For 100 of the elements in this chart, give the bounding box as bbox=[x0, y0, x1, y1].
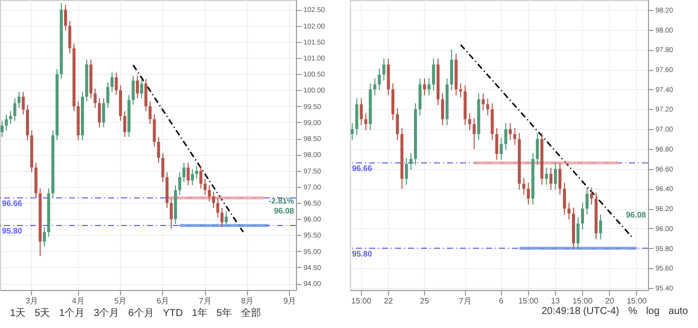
candlestick bbox=[182, 162, 186, 183]
candlestick bbox=[148, 101, 152, 125]
candlestick bbox=[599, 214, 602, 240]
candlestick bbox=[161, 152, 164, 183]
x-tick-label: 22 bbox=[384, 296, 394, 306]
candlestick bbox=[513, 128, 516, 146]
candlestick bbox=[98, 98, 101, 128]
x-tick-label: 15:00 bbox=[572, 296, 594, 306]
text: 6个月 bbox=[128, 307, 154, 320]
text: % bbox=[628, 306, 638, 317]
x-tick-label: 8月 bbox=[241, 296, 254, 306]
candlestick bbox=[482, 92, 485, 111]
candlestick bbox=[544, 167, 548, 186]
annotation: -2.81% bbox=[268, 196, 294, 206]
candlestick bbox=[562, 182, 566, 216]
candlestick bbox=[554, 162, 557, 190]
candlestick bbox=[42, 226, 46, 247]
candlestick bbox=[590, 187, 594, 206]
candlestick bbox=[123, 110, 126, 138]
candlestick bbox=[22, 91, 25, 115]
candlestick bbox=[190, 168, 194, 186]
ref-line-label: 95.80 bbox=[2, 226, 23, 236]
candlestick bbox=[486, 98, 490, 116]
candlestick bbox=[186, 162, 190, 186]
candlestick bbox=[157, 136, 160, 164]
candlestick bbox=[472, 118, 476, 150]
candlestick bbox=[581, 202, 584, 230]
candlestick bbox=[152, 114, 156, 148]
candlestick bbox=[409, 152, 412, 170]
text: 1年 bbox=[192, 307, 208, 320]
candlestick bbox=[68, 20, 72, 54]
candlestick bbox=[140, 78, 144, 99]
candlestick bbox=[144, 78, 148, 112]
candlestick bbox=[567, 202, 570, 220]
candlestick bbox=[178, 172, 182, 196]
x-tick-label: 4月 bbox=[72, 296, 84, 306]
candlestick bbox=[212, 191, 216, 208]
candlestick bbox=[576, 217, 580, 250]
x-tick-label: 6 bbox=[499, 296, 504, 306]
candlestick bbox=[208, 184, 211, 202]
candlestick bbox=[106, 82, 110, 108]
candlestick bbox=[199, 165, 202, 189]
candlestick bbox=[500, 138, 503, 160]
candlestick bbox=[102, 98, 106, 128]
candlestick bbox=[114, 72, 118, 96]
candlestick bbox=[132, 75, 135, 106]
text: 3个月 bbox=[94, 307, 120, 320]
x-tick-label: 7月 bbox=[198, 296, 212, 306]
candlestick bbox=[364, 112, 368, 131]
x-tick-label: 3月 bbox=[25, 296, 38, 306]
candlestick bbox=[382, 58, 386, 81]
candlestick bbox=[428, 78, 431, 96]
candlestick bbox=[404, 157, 408, 186]
ref-line-label: 96.66 bbox=[2, 198, 23, 208]
candlestick bbox=[378, 68, 381, 91]
candlestick bbox=[508, 122, 512, 141]
text: 5天 bbox=[34, 307, 50, 320]
x-tick-label: 15:00 bbox=[626, 296, 648, 306]
x-tick-label: 13 bbox=[550, 296, 560, 306]
candlestick bbox=[170, 198, 173, 230]
text: auto bbox=[668, 306, 688, 317]
candlestick bbox=[136, 75, 139, 99]
candlestick bbox=[18, 91, 21, 108]
x-tick-label: 7月 bbox=[458, 296, 472, 306]
x-tick-label: 25 bbox=[420, 296, 430, 306]
candlestick bbox=[373, 78, 376, 96]
candlestick bbox=[195, 165, 198, 180]
x-tick-label: 20 bbox=[605, 296, 615, 306]
candlestick bbox=[432, 58, 436, 91]
annotation: 96.08 bbox=[274, 206, 295, 216]
x-tick-label: 15:00 bbox=[518, 296, 539, 306]
x-tick-label: 9月 bbox=[283, 296, 296, 306]
candlestick bbox=[4, 114, 8, 131]
candlestick bbox=[586, 187, 589, 216]
x-tick-label: 6月 bbox=[156, 296, 170, 306]
text: YTD bbox=[162, 308, 183, 318]
candlestick bbox=[396, 108, 399, 141]
text: 20:49:18 (UTC-4) bbox=[541, 306, 620, 317]
candlestick bbox=[549, 167, 552, 190]
text: 1个月 bbox=[59, 307, 85, 320]
text: 全部 bbox=[240, 306, 261, 320]
ref-line-label: 96.66 bbox=[352, 164, 373, 173]
ref-line-label: 95.80 bbox=[352, 249, 373, 258]
text: 1天 bbox=[10, 307, 26, 320]
candlestick bbox=[536, 132, 539, 166]
candlestick bbox=[441, 92, 444, 126]
candlestick bbox=[224, 210, 228, 224]
candlestick bbox=[204, 178, 207, 196]
x-tick-label: 15:00 bbox=[351, 296, 372, 306]
candlestick bbox=[468, 112, 472, 131]
candlestick bbox=[216, 198, 220, 218]
candlestick bbox=[64, 4, 68, 32]
candlestick bbox=[526, 182, 530, 206]
candlestick bbox=[504, 122, 508, 150]
candlestick bbox=[350, 122, 354, 141]
candlestick bbox=[220, 207, 224, 228]
candlestick bbox=[9, 110, 12, 125]
candlestick bbox=[522, 177, 526, 196]
text: 5年 bbox=[216, 307, 232, 320]
candlestick bbox=[459, 82, 462, 98]
